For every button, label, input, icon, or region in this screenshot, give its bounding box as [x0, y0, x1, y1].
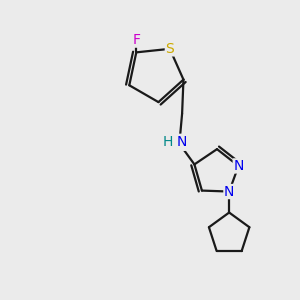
- Text: N: N: [224, 184, 234, 199]
- Text: HN: HN: [164, 135, 185, 149]
- Text: H: H: [163, 135, 173, 149]
- Text: N: N: [176, 135, 187, 149]
- Text: N: N: [233, 159, 244, 173]
- Text: F: F: [132, 33, 140, 47]
- Text: S: S: [165, 42, 174, 56]
